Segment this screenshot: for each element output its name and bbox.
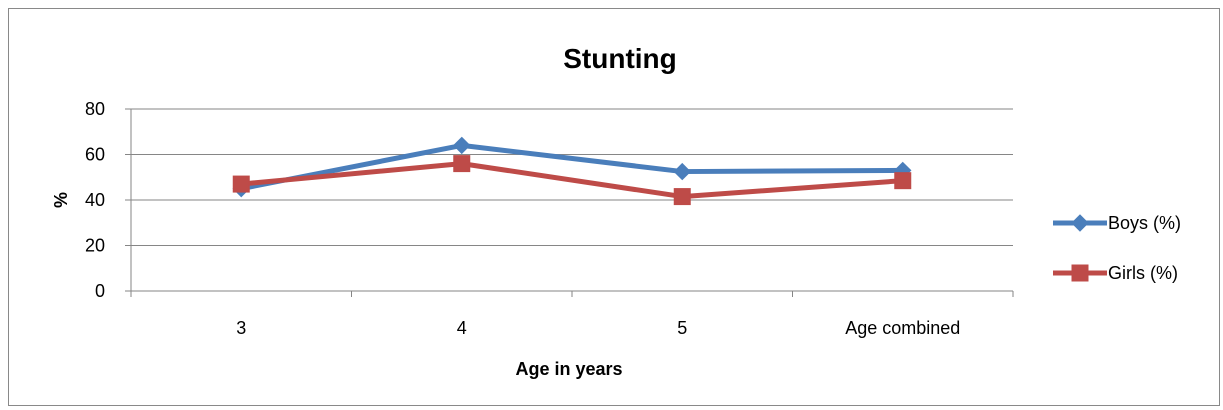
chart-frame: [8, 8, 1220, 406]
data-point: [232, 175, 250, 193]
chart-title: Stunting: [563, 43, 677, 74]
y-tick-label: 20: [85, 236, 105, 256]
series-line: [241, 161, 903, 200]
x-tick-label: Age combined: [845, 318, 960, 338]
legend-item: Girls (%): [1053, 263, 1178, 283]
y-tick-label: 80: [85, 99, 105, 119]
x-axis-label: Age in years: [515, 359, 622, 379]
legend-marker: [1071, 214, 1089, 232]
y-tick-label: 60: [85, 145, 105, 165]
y-axis-label: %: [51, 192, 71, 208]
axes: [125, 108, 1014, 297]
series-group: [232, 136, 912, 206]
legend-label: Boys (%): [1108, 213, 1181, 233]
x-tick-label: 4: [457, 318, 467, 338]
series-girls: [232, 155, 912, 206]
data-point: [453, 136, 471, 155]
gridlines: [131, 108, 1013, 246]
data-point: [453, 155, 471, 173]
legend-marker: [1071, 264, 1089, 282]
data-point: [673, 188, 691, 206]
y-tick-labels: 0 20 40 60 80: [85, 99, 105, 301]
series-line: [240, 142, 903, 192]
x-tick-label: 5: [677, 318, 687, 338]
legend-label: Girls (%): [1108, 263, 1178, 283]
legend: Boys (%) Girls (%): [1053, 213, 1181, 283]
data-point: [673, 162, 691, 181]
data-point: [894, 172, 912, 190]
legend-item: Boys (%): [1053, 213, 1181, 233]
x-tick-label: 3: [236, 318, 246, 338]
y-tick-label: 40: [85, 190, 105, 210]
x-tick-labels: 3 4 5 Age combined: [236, 318, 960, 338]
y-tick-label: 0: [95, 281, 105, 301]
